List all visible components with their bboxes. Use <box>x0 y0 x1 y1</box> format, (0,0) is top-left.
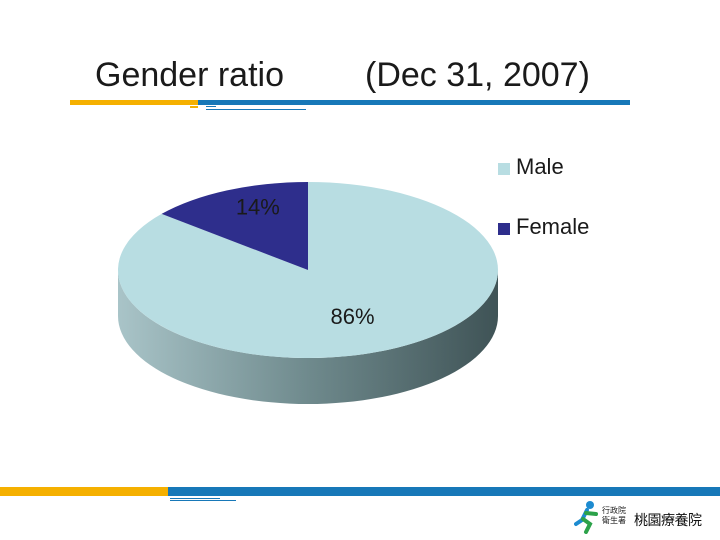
data-label-male: 86% <box>330 304 374 329</box>
legend-swatch-male <box>498 163 510 175</box>
data-label-female: 14% <box>236 195 280 220</box>
legend-label-male: Male <box>516 154 564 179</box>
slide-title: Gender ratio (Dec 31, 2007) <box>95 56 700 100</box>
legend-label-female: Female <box>516 214 590 239</box>
logo-hospital-name: 桃園療養院 <box>634 512 702 528</box>
legend-swatch-female <box>498 223 510 235</box>
pie-slice-male <box>117 182 498 358</box>
title-text: Gender ratio <box>95 56 284 94</box>
footer-divider <box>0 487 720 501</box>
title-date: (Dec 31, 2007) <box>365 56 590 94</box>
logo-org-text: 行政院衛生署 <box>602 506 626 525</box>
header-divider <box>70 100 630 110</box>
runner-icon <box>574 501 598 534</box>
pie-slice-female <box>161 182 308 270</box>
hospital-logo: 行政院衛生署 桃園療養院 <box>574 500 714 536</box>
pie-side-wall <box>118 270 498 404</box>
